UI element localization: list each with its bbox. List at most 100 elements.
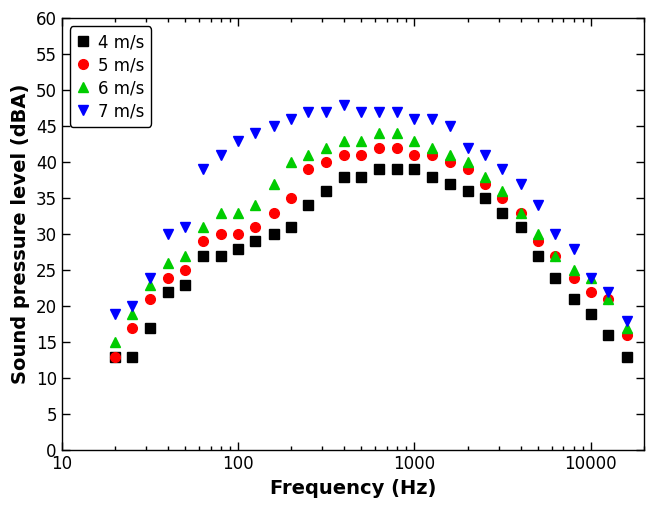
5 m/s bbox=[217, 231, 225, 237]
5 m/s bbox=[128, 325, 136, 331]
5 m/s bbox=[464, 166, 472, 173]
7 m/s bbox=[252, 130, 259, 136]
6 m/s bbox=[305, 152, 312, 158]
4 m/s bbox=[428, 174, 436, 180]
4 m/s bbox=[623, 354, 631, 360]
4 m/s bbox=[570, 296, 578, 302]
5 m/s bbox=[570, 274, 578, 280]
5 m/s bbox=[623, 332, 631, 338]
6 m/s bbox=[341, 137, 348, 144]
4 m/s bbox=[305, 203, 312, 209]
7 m/s bbox=[164, 231, 172, 237]
4 m/s bbox=[341, 174, 348, 180]
6 m/s bbox=[164, 260, 172, 266]
7 m/s bbox=[623, 318, 631, 324]
7 m/s bbox=[270, 123, 278, 129]
5 m/s bbox=[517, 210, 525, 216]
5 m/s bbox=[358, 152, 365, 158]
4 m/s bbox=[534, 253, 542, 259]
4 m/s bbox=[270, 231, 278, 237]
4 m/s bbox=[164, 289, 172, 295]
5 m/s bbox=[498, 195, 506, 202]
5 m/s bbox=[481, 181, 489, 187]
5 m/s bbox=[287, 195, 295, 202]
7 m/s bbox=[234, 137, 242, 144]
6 m/s bbox=[358, 137, 365, 144]
6 m/s bbox=[322, 145, 330, 151]
6 m/s bbox=[447, 152, 455, 158]
4 m/s bbox=[481, 195, 489, 202]
7 m/s bbox=[341, 101, 348, 107]
6 m/s bbox=[270, 181, 278, 187]
5 m/s bbox=[341, 152, 348, 158]
7 m/s bbox=[570, 246, 578, 252]
4 m/s bbox=[464, 188, 472, 194]
5 m/s bbox=[411, 152, 419, 158]
4 m/s bbox=[517, 224, 525, 230]
4 m/s bbox=[111, 354, 119, 360]
Line: 5 m/s: 5 m/s bbox=[110, 143, 631, 362]
4 m/s bbox=[604, 332, 612, 338]
6 m/s bbox=[111, 340, 119, 346]
7 m/s bbox=[305, 109, 312, 115]
5 m/s bbox=[234, 231, 242, 237]
6 m/s bbox=[587, 274, 595, 280]
5 m/s bbox=[164, 274, 172, 280]
7 m/s bbox=[464, 145, 472, 151]
6 m/s bbox=[517, 210, 525, 216]
7 m/s bbox=[552, 231, 559, 237]
7 m/s bbox=[181, 224, 189, 230]
5 m/s bbox=[534, 238, 542, 244]
4 m/s bbox=[145, 325, 153, 331]
6 m/s bbox=[411, 137, 419, 144]
7 m/s bbox=[517, 181, 525, 187]
5 m/s bbox=[394, 145, 402, 151]
6 m/s bbox=[252, 203, 259, 209]
7 m/s bbox=[534, 203, 542, 209]
7 m/s bbox=[322, 109, 330, 115]
6 m/s bbox=[570, 267, 578, 273]
7 m/s bbox=[375, 109, 383, 115]
Line: 6 m/s: 6 m/s bbox=[110, 129, 631, 347]
5 m/s bbox=[145, 296, 153, 302]
5 m/s bbox=[111, 354, 119, 360]
6 m/s bbox=[375, 130, 383, 136]
Y-axis label: Sound pressure level (dBA): Sound pressure level (dBA) bbox=[11, 84, 30, 384]
7 m/s bbox=[198, 166, 206, 173]
4 m/s bbox=[217, 253, 225, 259]
7 m/s bbox=[287, 116, 295, 122]
7 m/s bbox=[587, 274, 595, 280]
6 m/s bbox=[394, 130, 402, 136]
5 m/s bbox=[305, 166, 312, 173]
6 m/s bbox=[181, 253, 189, 259]
6 m/s bbox=[481, 174, 489, 180]
X-axis label: Frequency (Hz): Frequency (Hz) bbox=[270, 479, 436, 498]
7 m/s bbox=[498, 166, 506, 173]
5 m/s bbox=[587, 289, 595, 295]
4 m/s bbox=[234, 246, 242, 252]
4 m/s bbox=[198, 253, 206, 259]
7 m/s bbox=[145, 274, 153, 280]
7 m/s bbox=[604, 289, 612, 295]
4 m/s bbox=[358, 174, 365, 180]
4 m/s bbox=[411, 166, 419, 173]
4 m/s bbox=[375, 166, 383, 173]
4 m/s bbox=[587, 310, 595, 317]
4 m/s bbox=[322, 188, 330, 194]
5 m/s bbox=[604, 296, 612, 302]
6 m/s bbox=[145, 281, 153, 288]
6 m/s bbox=[498, 188, 506, 194]
6 m/s bbox=[604, 296, 612, 302]
6 m/s bbox=[534, 231, 542, 237]
4 m/s bbox=[447, 181, 455, 187]
Legend: 4 m/s, 5 m/s, 6 m/s, 7 m/s: 4 m/s, 5 m/s, 6 m/s, 7 m/s bbox=[70, 26, 151, 127]
6 m/s bbox=[552, 253, 559, 259]
4 m/s bbox=[287, 224, 295, 230]
Line: 7 m/s: 7 m/s bbox=[110, 100, 631, 326]
5 m/s bbox=[428, 152, 436, 158]
6 m/s bbox=[428, 145, 436, 151]
6 m/s bbox=[623, 325, 631, 331]
5 m/s bbox=[322, 159, 330, 165]
4 m/s bbox=[128, 354, 136, 360]
6 m/s bbox=[217, 210, 225, 216]
